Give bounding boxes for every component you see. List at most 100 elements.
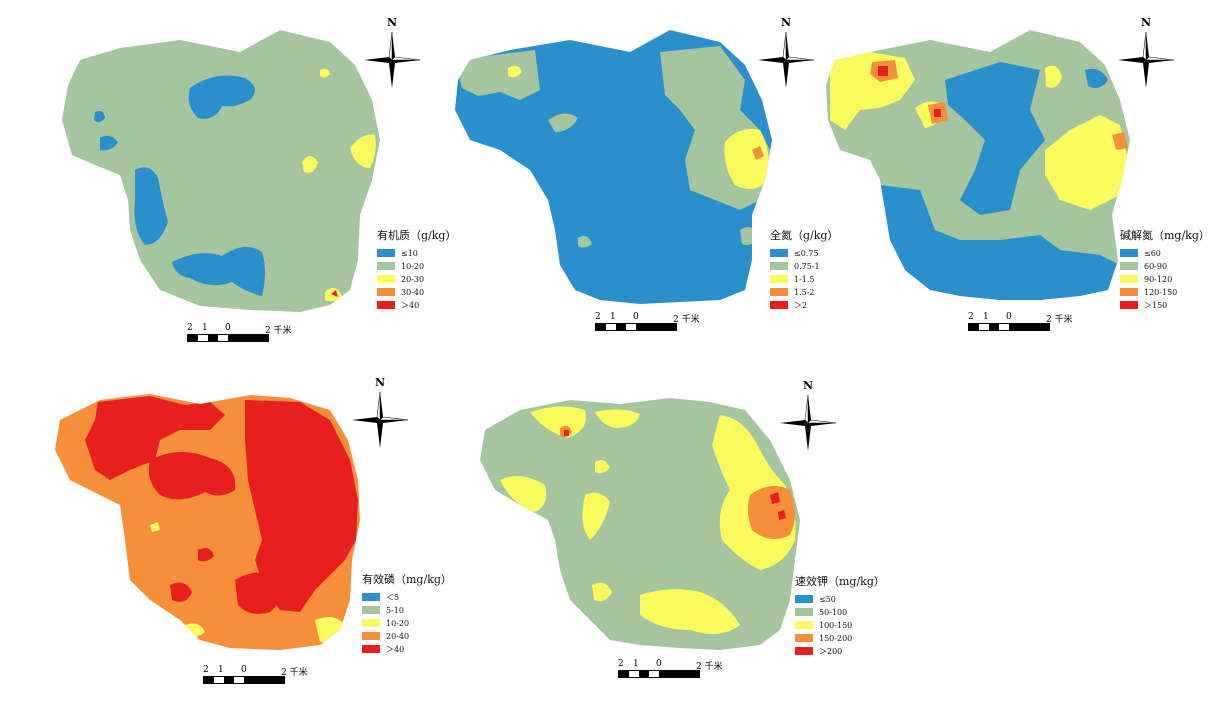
legend-label: 30-40 [401, 287, 425, 297]
low-class-patch [188, 75, 255, 119]
scale-label: 1 [202, 323, 208, 333]
legend-label: ＜5 [386, 592, 400, 602]
north-arrow: N [756, 16, 816, 90]
scale-label: 0 [656, 659, 662, 669]
scale-bar: 2 1 0 2 千米 [595, 312, 700, 331]
mid-class-patch [320, 68, 330, 78]
legend-label: 20-30 [401, 274, 425, 284]
scale-label: 0 [1006, 312, 1012, 322]
alkali-nitrogen-map [826, 30, 1130, 300]
scale-label: 2 千米 [696, 662, 723, 672]
top-class-patch [148, 451, 236, 500]
scale-label: 2 千米 [1046, 315, 1073, 325]
scale-label: 2 千米 [281, 668, 308, 678]
north-arrow: N [1116, 16, 1176, 90]
low-class-patch [134, 167, 168, 245]
top-class-patch [770, 492, 780, 504]
legend-label: 10-20 [386, 618, 410, 628]
legend-swatch [377, 262, 395, 270]
mid-class-patch [595, 409, 640, 428]
high-class-patch [331, 290, 338, 297]
scale-label: 1 [983, 312, 989, 322]
scale-label: 2 千米 [673, 315, 700, 325]
legend-swatch [1120, 249, 1138, 257]
mid-class-patch [530, 406, 586, 438]
compass-rose-icon [780, 394, 837, 451]
legend-swatch [770, 301, 788, 309]
high-class-patch [1112, 132, 1128, 150]
legend-swatch [770, 288, 788, 296]
mid-class-patch [582, 492, 610, 540]
legend-alkali-nitrogen: 碱解氮（mg/kg） ≤60 60-90 90-120 120-150 ＞150 [1120, 227, 1210, 312]
scale-bar: 2 1 0 2 千米 [968, 312, 1073, 331]
scale-bar: 2 1 0 2 千米 [618, 659, 723, 678]
top-class-patch [235, 572, 281, 614]
scale-label: 0 [241, 665, 247, 675]
mid-class-patch [595, 460, 610, 474]
top-class-patch [245, 400, 358, 612]
legend-label: 20-40 [386, 631, 410, 641]
scale-label: 0 [225, 323, 231, 333]
scale-label: 2 [618, 659, 624, 669]
total-nitrogen-map [455, 30, 772, 304]
legend-swatch [377, 301, 395, 309]
legend-label: ≤60 [1144, 248, 1161, 258]
top-class-patch [778, 510, 786, 520]
legend-swatch [1120, 275, 1138, 283]
legend-label: ≤0.75 [794, 248, 819, 258]
scale-bar: 2 1 0 2 千米 [187, 323, 292, 342]
legend-title: 有效磷（mg/kg） [362, 573, 452, 586]
legend-label: 5-10 [386, 605, 404, 615]
legend-label: 60-90 [1144, 261, 1168, 271]
scale-label: 2 千米 [265, 326, 292, 336]
top-class-patch [934, 109, 941, 117]
legend-label: 100-150 [819, 620, 853, 630]
top-class-patch [170, 582, 192, 602]
legend-label: ＞40 [386, 644, 405, 654]
legend-swatch [795, 634, 813, 642]
mid-class-patch [455, 50, 540, 100]
legend-swatch [377, 288, 395, 296]
low-class-patch [945, 62, 1045, 215]
legend-label: 120-150 [1144, 287, 1178, 297]
scale-label: 2 [968, 312, 974, 322]
top-class-patch [878, 66, 888, 76]
organic-matter-map [62, 30, 380, 312]
legend-available-potassium: 速效钾（mg/kg） ≤50 50-100 100-150 150-200 ＞2… [795, 573, 885, 658]
legend-label: 1-1.5 [794, 274, 815, 284]
legend-label: 50-100 [819, 607, 848, 617]
legend-swatch [362, 619, 380, 627]
legend-organic-matter: 有机质（g/kg） ≤10 10-20 20-30 30-40 ＞40 [377, 227, 456, 312]
north-arrow: N [350, 376, 410, 450]
top-class-patch [198, 548, 214, 562]
legend-title: 碱解氮（mg/kg） [1120, 229, 1210, 242]
mid-class-patch [1045, 115, 1128, 210]
legend-swatch [795, 621, 813, 629]
north-label: N [1140, 16, 1152, 29]
legend-swatch [770, 275, 788, 283]
legend-label: ≤50 [819, 594, 836, 604]
high-class-patch [724, 128, 769, 189]
mid-class-patch [150, 522, 160, 532]
scale-label: 2 [187, 323, 193, 333]
top-class-patch [85, 396, 225, 480]
legend-label: ＞2 [794, 300, 808, 310]
mid-class-patch [500, 476, 547, 512]
scale-label: 2 [595, 312, 601, 322]
low-class-patch [880, 185, 1120, 300]
mid-class-patch [302, 156, 318, 173]
legend-swatch [795, 595, 813, 603]
top-class-patch [564, 430, 569, 436]
legend-available-phosphorus: 有效磷（mg/kg） ＜5 5-10 10-20 20-40 ＞40 [362, 571, 452, 656]
legend-swatch [1120, 262, 1138, 270]
legend-swatch [770, 262, 788, 270]
legend-title: 有机质（g/kg） [377, 229, 457, 242]
compass-rose-icon [352, 391, 409, 448]
scale-label: 1 [218, 665, 224, 675]
north-label: N [386, 16, 398, 29]
compass-rose-icon [364, 31, 421, 88]
low-class-patch [1085, 68, 1108, 88]
available-potassium-map [480, 398, 800, 650]
scale-label: 1 [633, 659, 639, 669]
low-class-patch [172, 246, 265, 296]
